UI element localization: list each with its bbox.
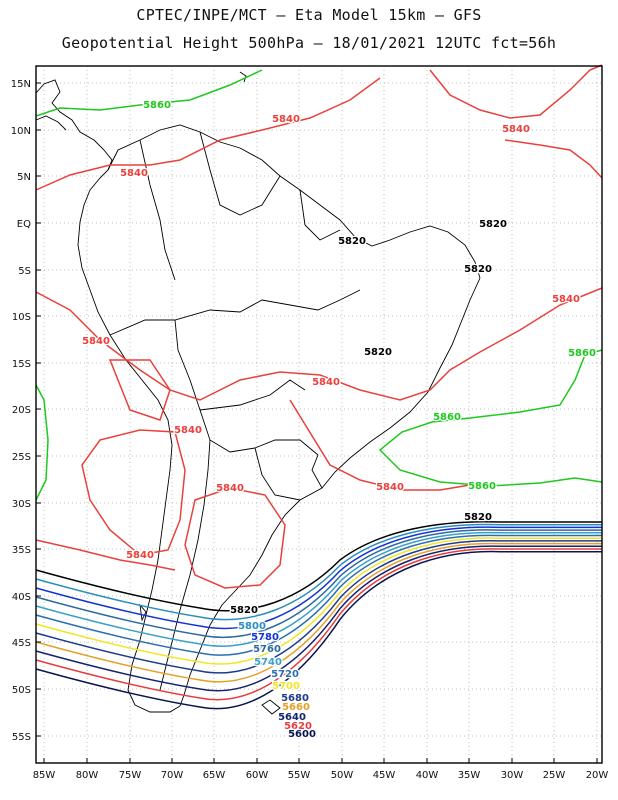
- contour-label: 5740: [254, 657, 282, 668]
- lon-tick-label: 55W: [288, 770, 311, 781]
- map-frame: [35, 65, 603, 764]
- contour-5840-ne2: [504, 139, 603, 179]
- contour-5700: [35, 537, 602, 665]
- contour-5840-loop1: [81, 429, 186, 556]
- trough-contours: [35, 521, 602, 710]
- lat-tick-label: EQ: [17, 219, 31, 230]
- longitude-ticks: 85W 80W 75W 70W 65W 60W 55W 50W 45W 40W 35W 30W 25W 2…: [33, 758, 609, 781]
- contour-5840-ne: [429, 64, 603, 119]
- contour-label: 5700: [272, 681, 300, 692]
- contour-label: 5860: [568, 348, 596, 359]
- contour-5840-loop3: [108, 359, 171, 421]
- lon-tick-label: 65W: [203, 770, 226, 781]
- contour-label: 5820: [364, 347, 392, 358]
- contour-5740: [35, 531, 602, 647]
- contour-5620: [35, 548, 602, 701]
- contours: [35, 64, 603, 589]
- lon-tick-label: 75W: [119, 770, 142, 781]
- contour-5760: [35, 529, 602, 639]
- map-title: CPTEC/INPE/MCT – Eta Model 15km – GFS: [136, 6, 482, 24]
- lat-tick-label: 15S: [12, 359, 31, 370]
- contour-5840-north: [35, 77, 381, 191]
- lon-tick-label: 80W: [76, 770, 99, 781]
- lon-tick-label: 40W: [416, 770, 439, 781]
- contour-label: 5640: [278, 712, 306, 723]
- lat-tick-label: 10S: [12, 312, 31, 323]
- contour-5860-north: [35, 69, 263, 117]
- contour-label: 5840: [120, 168, 148, 179]
- lat-tick-label: 10N: [11, 126, 31, 137]
- map-subtitle: Geopotential Height 500hPa – 18/01/2021 …: [61, 34, 557, 52]
- contour-5840-wsw: [35, 539, 176, 571]
- contour-label: 5760: [253, 644, 281, 655]
- lon-tick-label: 30W: [501, 770, 524, 781]
- contour-label: 5860: [468, 481, 496, 492]
- contour-label: 5840: [272, 114, 300, 125]
- lon-tick-label: 45W: [373, 770, 396, 781]
- lat-tick-label: 5N: [17, 172, 31, 183]
- contour-label: 5840: [312, 377, 340, 388]
- contour-label: 5620: [284, 721, 312, 732]
- lat-tick-label: 55S: [12, 732, 31, 743]
- lat-tick-label: 5S: [18, 266, 31, 277]
- lat-tick-label: 50S: [12, 685, 31, 696]
- contour-label: 5840: [502, 124, 530, 135]
- lat-tick-label: 20S: [12, 405, 31, 416]
- contour-5600: [35, 550, 602, 710]
- contour-label: 5780: [251, 632, 279, 643]
- contour-label: 5600: [288, 729, 316, 740]
- contour-label: 5680: [281, 693, 309, 704]
- lon-tick-label: 20W: [586, 770, 609, 781]
- lon-tick-label: 35W: [458, 770, 481, 781]
- latitude-ticks: 15N 10N 5N EQ 5S 10S 15S 20S 25S 30S 35S 40S 45S 50S 5…: [11, 79, 41, 743]
- contour-label: 5820: [479, 219, 507, 230]
- contour-5840-s: [289, 399, 471, 491]
- contour-5860-east: [378, 349, 603, 487]
- lat-tick-label: 25S: [12, 452, 31, 463]
- contour-5800: [35, 523, 602, 621]
- contour-label: 5820: [464, 512, 492, 523]
- contour-label: 5860: [143, 100, 171, 111]
- lon-tick-label: 50W: [331, 770, 354, 781]
- contour-5780: [35, 526, 602, 630]
- lon-tick-label: 85W: [33, 770, 56, 781]
- contour-label: 5800: [238, 621, 266, 632]
- lat-tick-label: 15N: [11, 79, 31, 90]
- contour-label: 5840: [82, 336, 110, 347]
- lon-tick-label: 25W: [543, 770, 566, 781]
- contour-label: 5820: [464, 264, 492, 275]
- contour-label: 5820: [230, 605, 258, 616]
- contour-label: 5840: [376, 482, 404, 493]
- lat-tick-label: 45S: [12, 638, 31, 649]
- contour-5680: [35, 540, 602, 674]
- contour-5720: [35, 534, 602, 656]
- coastlines: [35, 71, 481, 715]
- contour-5820: [35, 521, 602, 612]
- contour-label: 5860: [433, 412, 461, 423]
- contour-5840-loop2: [184, 487, 286, 589]
- lat-tick-label: 35S: [12, 545, 31, 556]
- contour-labels: 5860 5840 5840 5840 5820 5820 5820 5840 5840 5820…: [81, 99, 597, 742]
- contour-label: 5840: [174, 425, 202, 436]
- contour-label: 5720: [271, 669, 299, 680]
- contour-label: 5820: [338, 236, 366, 247]
- lon-tick-label: 70W: [161, 770, 184, 781]
- contour-label: 5840: [216, 483, 244, 494]
- contour-label: 5840: [552, 294, 580, 305]
- contour-label: 5840: [126, 550, 154, 561]
- lon-tick-label: 60W: [246, 770, 269, 781]
- lat-tick-label: 40S: [12, 592, 31, 603]
- contour-5860-west: [35, 384, 49, 501]
- lat-tick-label: 30S: [12, 499, 31, 510]
- contour-5660: [35, 542, 602, 683]
- contour-5640: [35, 545, 602, 692]
- contour-label: 5660: [282, 702, 310, 713]
